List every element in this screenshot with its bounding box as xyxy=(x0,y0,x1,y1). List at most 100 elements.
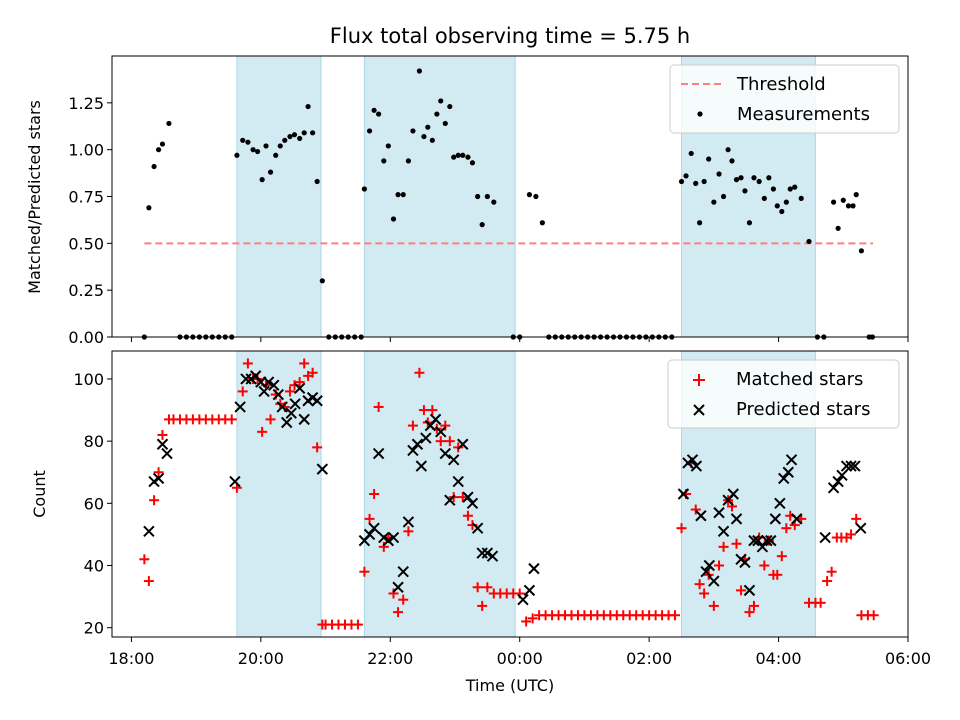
predicted-point xyxy=(769,513,782,525)
matched-point xyxy=(435,436,446,447)
measurement-point xyxy=(533,193,539,200)
predicted-point xyxy=(262,376,275,388)
measurement-point xyxy=(733,177,740,183)
measurement-point xyxy=(263,143,269,149)
measurement-point xyxy=(738,175,744,181)
matched-point xyxy=(521,616,532,627)
y-axis-ticks-top: 0.00 0.25 0.50 0.75 1.00 1.25 xyxy=(68,94,112,347)
measurement-point xyxy=(850,203,856,209)
predicted-point xyxy=(782,466,794,478)
predicted-point xyxy=(739,556,751,569)
matched-point xyxy=(748,600,759,611)
matched-point xyxy=(699,588,710,599)
predicted-point xyxy=(845,460,857,472)
x-tick-label: 06:00 xyxy=(885,649,931,668)
predicted-point xyxy=(452,475,464,488)
y-tick-label: 0.75 xyxy=(68,188,104,207)
predicted-point xyxy=(761,534,773,547)
matched-point xyxy=(846,529,857,540)
predicted-point xyxy=(703,559,716,572)
predicted-point xyxy=(420,432,432,444)
predicted-point xyxy=(855,522,867,534)
measurement-point xyxy=(361,186,367,192)
predicted-point xyxy=(444,494,456,506)
predicted-point xyxy=(486,550,499,562)
measurement-point xyxy=(434,111,440,117)
predicted-point xyxy=(272,388,285,401)
matched-point xyxy=(307,367,318,378)
measurement-point xyxy=(287,133,293,140)
predicted-point xyxy=(713,506,725,519)
matched-point xyxy=(776,551,787,562)
matched-point xyxy=(453,442,464,453)
predicted-point xyxy=(435,426,447,438)
observing-window xyxy=(236,55,322,338)
matched-point xyxy=(781,523,792,534)
matched-point xyxy=(226,414,237,425)
measurement-point xyxy=(683,173,689,179)
legend-top: Threshold Measurements xyxy=(669,64,900,134)
matched-point xyxy=(414,367,425,378)
predicted-point xyxy=(229,475,241,488)
measurement-point xyxy=(282,137,288,143)
x-axis-label: Time (UTC) xyxy=(465,676,554,695)
y-axis-label-top: Matched/Predicted stars xyxy=(25,100,44,294)
measurement-point xyxy=(840,197,846,203)
predicted-point xyxy=(368,522,380,534)
predicted-point xyxy=(717,525,730,538)
measurement-point xyxy=(460,152,466,158)
matched-point xyxy=(694,579,705,590)
matched-point xyxy=(403,526,414,537)
measurement-point xyxy=(155,147,162,153)
predicted-point xyxy=(790,513,803,525)
predicted-point xyxy=(708,575,720,587)
matched-point xyxy=(364,513,375,524)
measurement-point xyxy=(792,184,798,190)
matched-point xyxy=(373,401,384,412)
predicted-point xyxy=(743,584,756,597)
measurement-point xyxy=(255,148,261,155)
measurement-point xyxy=(421,133,427,140)
predicted-point xyxy=(462,491,474,503)
predicted-point xyxy=(686,454,699,466)
predicted-point xyxy=(316,463,329,475)
measurement-point xyxy=(447,103,453,110)
ratio-marks xyxy=(141,68,876,340)
predicted-point xyxy=(774,497,786,510)
predicted-point xyxy=(765,534,777,547)
matched-point xyxy=(265,414,276,425)
predicted-point xyxy=(382,534,395,547)
measurement-point xyxy=(371,107,377,113)
matched-point xyxy=(299,358,310,369)
measurement-point xyxy=(539,220,545,226)
measurement-point xyxy=(858,248,865,254)
matched-point xyxy=(153,467,164,478)
measurement-point xyxy=(267,169,274,175)
x-tick-label: 04:00 xyxy=(756,649,802,668)
measurement-point xyxy=(688,150,694,157)
matched-point xyxy=(472,582,483,593)
predicted-point xyxy=(840,460,853,472)
measurement-point xyxy=(766,175,772,181)
predicted-point xyxy=(476,547,488,559)
predicted-point xyxy=(752,534,764,547)
measurement-point xyxy=(725,147,731,153)
measurement-point xyxy=(376,111,382,117)
predicted-point xyxy=(429,413,442,426)
measurement-point xyxy=(830,199,837,205)
predicted-point xyxy=(785,454,798,466)
matched-point xyxy=(257,426,268,437)
predicted-point xyxy=(143,525,155,538)
measurement-point xyxy=(729,158,735,164)
measurement-point xyxy=(798,195,804,201)
y-tick-label: 40 xyxy=(84,557,104,576)
measurement-point xyxy=(416,68,422,74)
predicted-point xyxy=(285,407,297,419)
measurement-point xyxy=(405,158,411,164)
x-tick-label: 20:00 xyxy=(238,649,284,668)
measurement-point xyxy=(429,137,435,143)
legend-threshold-label: Threshold xyxy=(736,74,826,95)
measurement-point xyxy=(845,203,852,209)
measurement-point xyxy=(770,186,776,192)
